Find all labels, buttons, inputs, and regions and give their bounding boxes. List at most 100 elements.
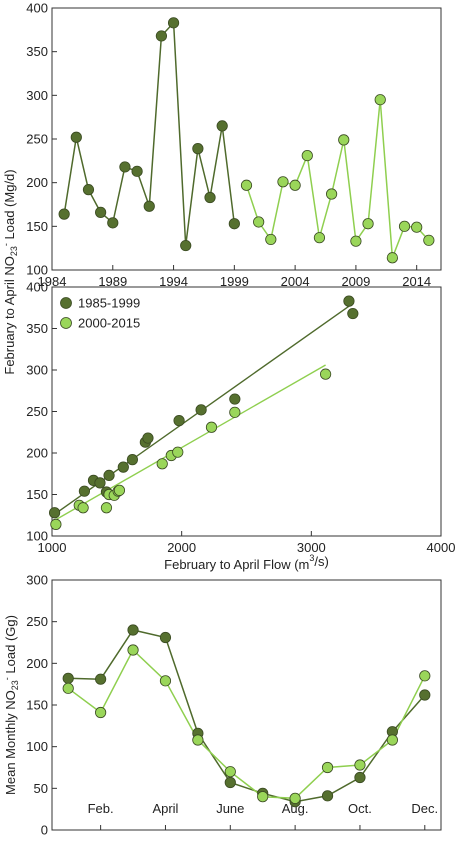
plot-frame [51, 579, 442, 831]
y-tick-label: 100 [26, 739, 48, 754]
data-point [180, 239, 192, 252]
legend-label: 2000-2015 [78, 316, 140, 331]
y-tick-label: 100 [26, 263, 48, 278]
data-point [192, 734, 204, 746]
data-point [362, 218, 374, 230]
panel-flow-scatter: 100 150 200 250 300 350 400 1000 2000 3000 4000 198… [26, 280, 455, 573]
y-tick-label: 0 [41, 823, 48, 838]
x-tick-label: 1999 [220, 274, 249, 289]
data-point [78, 485, 91, 497]
series-line [245, 99, 430, 259]
data-point [172, 446, 184, 458]
data-point [70, 131, 82, 143]
y-tick-label: 200 [26, 175, 48, 190]
y-tick-label: 200 [26, 656, 48, 671]
data-point [277, 176, 289, 188]
data-point [77, 502, 89, 514]
y-tick-label: 300 [26, 573, 48, 588]
data-point [253, 216, 265, 228]
series-line [68, 629, 426, 803]
x-tick-label: Aug. [282, 801, 309, 816]
x-tick-label: 2014 [402, 274, 431, 289]
y-tick-label: 250 [26, 614, 48, 629]
data-point [156, 458, 168, 470]
data-point [131, 165, 143, 177]
data-point [62, 672, 74, 684]
y-tick-label: 350 [26, 44, 48, 59]
x-tick-label: Dec. [411, 801, 438, 816]
data-point [143, 200, 155, 212]
shared-y-axis-label: February to April NO23- Load (Mg/d) [1, 169, 19, 374]
x-tick-label: 4000 [427, 540, 456, 555]
data-point [127, 624, 139, 636]
data-point [142, 432, 154, 444]
data-point [419, 670, 431, 682]
data-point [117, 461, 129, 473]
x-tick-label: Oct. [348, 801, 372, 816]
data-point [100, 502, 113, 514]
x-tick-label: 1000 [38, 540, 67, 555]
data-point [62, 682, 74, 694]
data-point [195, 404, 207, 416]
legend-marker [60, 297, 72, 309]
data-point [257, 791, 269, 803]
x-tick-label: Feb. [88, 801, 114, 816]
trend-line [51, 364, 326, 523]
panel-timeseries: 100 150 200 250 300 350 400 1984 1989 1994 1999 200… [26, 1, 442, 289]
y-tick-label: 300 [26, 88, 48, 103]
data-point [319, 368, 332, 380]
data-point [354, 771, 366, 784]
data-point [126, 454, 138, 466]
data-point [325, 188, 338, 200]
x-axis-label: February to April Flow (m3/s) [164, 553, 329, 572]
y-tick-label: 400 [26, 280, 48, 295]
data-point [374, 94, 386, 106]
data-point [354, 759, 366, 771]
series-line [67, 648, 426, 800]
data-point [216, 120, 228, 132]
data-point [411, 221, 423, 233]
data-point [265, 233, 277, 246]
y-tick-label: 100 [26, 529, 48, 544]
y-tick-label: 350 [26, 321, 48, 336]
y-tick-label: 150 [26, 487, 48, 502]
data-point [107, 217, 119, 229]
data-point [347, 307, 359, 320]
x-tick-label: 1984 [38, 274, 67, 289]
data-point [103, 469, 115, 482]
series-line [63, 20, 236, 246]
data-point [127, 644, 139, 656]
data-point [240, 179, 253, 191]
data-point [95, 706, 107, 719]
data-point [173, 415, 185, 427]
data-point [289, 179, 301, 191]
y-tick-label: 150 [26, 698, 48, 713]
data-point [301, 149, 313, 162]
data-point [229, 393, 241, 405]
x-tick-label: 2009 [341, 274, 370, 289]
y-tick-label: 150 [26, 219, 48, 234]
legend-label: 1985-1999 [78, 296, 140, 311]
data-point [289, 792, 301, 804]
x-tick-label: April [152, 801, 178, 816]
y-axis-label: Mean Monthly NO23- Load (Gg) [2, 615, 20, 795]
data-point [224, 776, 236, 789]
data-point [224, 766, 236, 778]
x-tick-label: 1989 [98, 274, 127, 289]
panel-monthly: 0 50 100 150 200 250 300 Feb. April June Aug. Oct. D… [2, 573, 442, 838]
data-point [192, 143, 204, 155]
data-point [313, 232, 326, 244]
data-point [50, 518, 62, 530]
x-tick-label: June [216, 801, 244, 816]
x-tick-label: 3000 [297, 540, 326, 555]
y-tick-label: 300 [26, 363, 48, 378]
axis-labels: February to April NO23- Load (Mg/d) [1, 169, 19, 374]
data-point [155, 30, 168, 42]
data-point [321, 790, 334, 802]
data-point [343, 295, 355, 307]
data-point [205, 421, 218, 433]
data-point [419, 689, 431, 701]
legend-marker [60, 317, 72, 329]
data-point [338, 134, 350, 146]
